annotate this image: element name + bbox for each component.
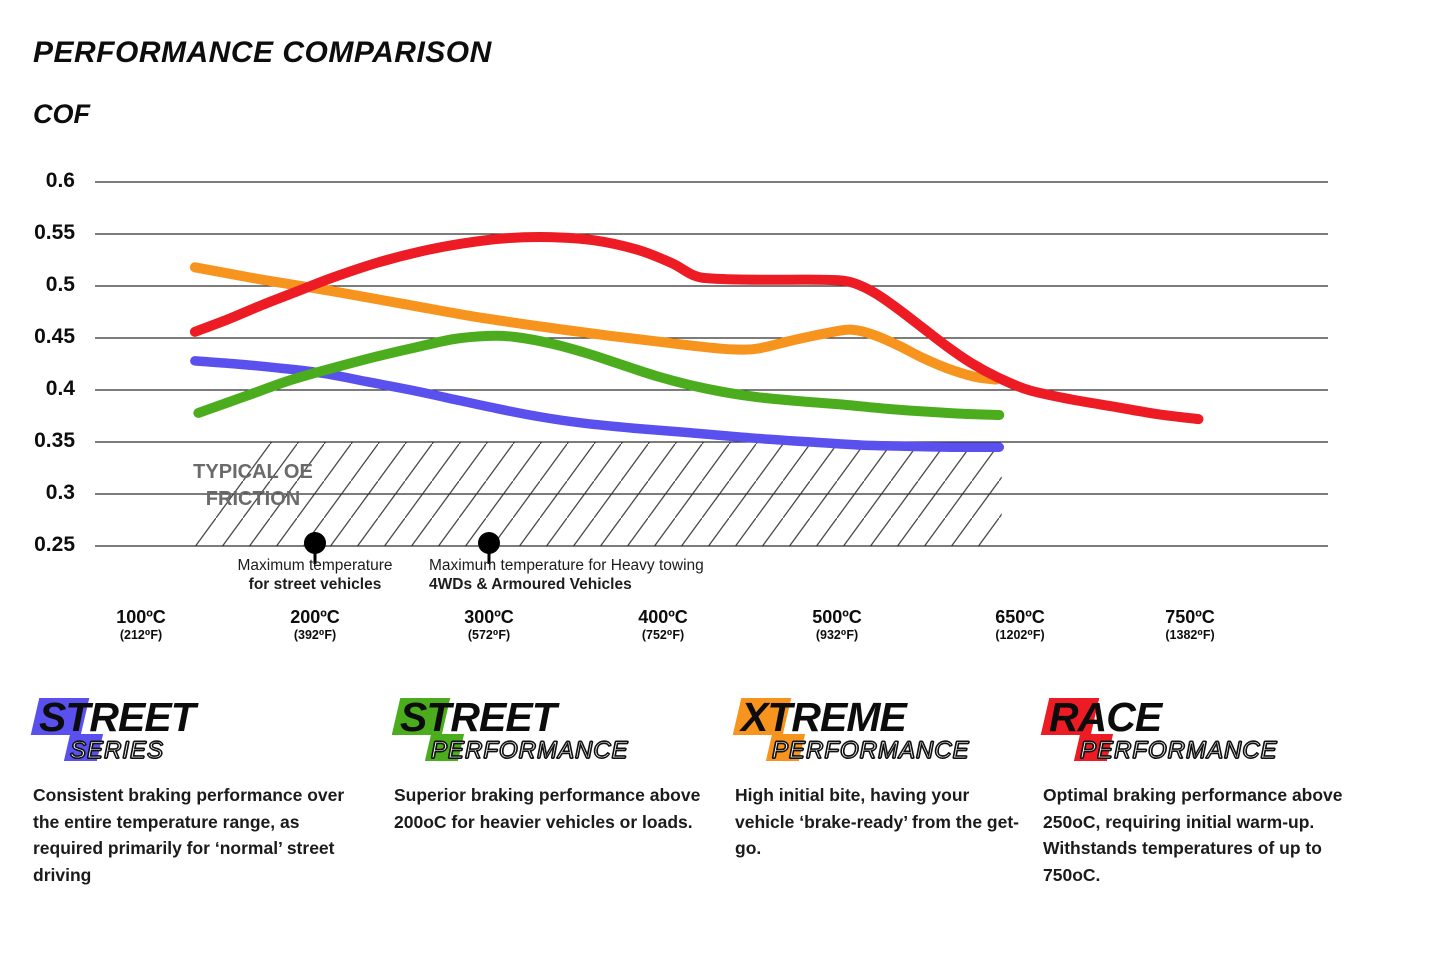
series-line-race-performance: [189, 231, 1204, 425]
celsius: 500ºC: [812, 607, 862, 627]
celsius: 400ºC: [638, 607, 688, 627]
logo-word1-rest: ACE: [1077, 694, 1163, 740]
x-tick-label-650c: 650ºC (1202⁰F): [960, 607, 1080, 643]
y-tick-label: 0.4: [45, 377, 75, 400]
annotation-line: 4WDs & Armoured Vehicles: [429, 576, 632, 593]
annotation-max-temp-street: Maximum temperature for street vehicles: [225, 556, 405, 594]
fahrenheit: (572⁰F): [467, 628, 511, 642]
logo-word2-rest: ERIES: [86, 736, 165, 764]
x-tick-label-750c: 750ºC (1382⁰F): [1130, 607, 1250, 643]
y-tick-label: 0.5: [45, 273, 75, 296]
race-performance-logo: RACE PERFORMANCE: [1040, 694, 1373, 769]
x-tick-label-400c: 400ºC (752⁰F): [603, 607, 723, 643]
typical-oe-friction-label: TYPICAL OE FRICTION: [188, 459, 318, 513]
series-lines: [189, 231, 1204, 453]
celsius: 300ºC: [464, 607, 514, 627]
celsius: 200ºC: [290, 607, 340, 627]
celsius: 650ºC: [995, 607, 1045, 627]
logo-word2-first: P: [1079, 736, 1098, 764]
logo-word1: XTREME: [735, 694, 1020, 740]
x-tick-label-500c: 500ºC (932⁰F): [777, 607, 897, 643]
logo-word2: PERFORMANCE: [430, 736, 724, 764]
legend-xtreme-performance: XTREME PERFORMANCE High initial bite, ha…: [732, 694, 1020, 862]
logo-word1-first: S: [400, 694, 427, 740]
logo-word1-rest: TREET: [65, 694, 195, 740]
annotation-line: for street vehicles: [248, 576, 382, 593]
logo-word2-rest: ERFORMANCE: [447, 736, 629, 764]
logo-word1: RACE: [1043, 694, 1373, 740]
fahrenheit: (1202⁰F): [995, 628, 1045, 642]
annotation-max-temp-heavy-towing: Maximum temperature for Heavy towing 4WD…: [429, 556, 739, 594]
page-title: PERFORMANCE COMPARISON: [33, 36, 492, 69]
fahrenheit: (212⁰F): [119, 628, 163, 642]
cof-line-chart: [95, 181, 1328, 564]
legend-street-performance: STREET PERFORMANCE Superior braking perf…: [391, 694, 724, 835]
legend-race-performance: RACE PERFORMANCE Optimal braking perform…: [1040, 694, 1373, 888]
y-tick-label: 0.45: [34, 325, 75, 348]
legend-description: Optimal braking performance above 250oC,…: [1043, 785, 1343, 885]
street-performance-logo: STREET PERFORMANCE: [391, 694, 724, 769]
logo-word2-first: P: [771, 736, 790, 764]
oe-label-line2: FRICTION: [205, 488, 301, 510]
logo-word2-first: P: [430, 736, 449, 764]
annotation-markers: [304, 532, 500, 564]
logo-word2: SERIES: [69, 736, 368, 764]
y-tick-label: 0.3: [45, 481, 75, 504]
logo-word1: STREET: [394, 694, 724, 740]
logo-word1-rest: TREET: [426, 694, 556, 740]
annotation-line: Maximum temperature: [237, 557, 393, 574]
street-series-logo: STREET SERIES: [30, 694, 368, 769]
marker-dot: [304, 532, 326, 554]
fahrenheit: (392⁰F): [293, 628, 337, 642]
logo-word1-first: X: [741, 694, 768, 740]
x-tick-label-300c: 300ºC (572⁰F): [429, 607, 549, 643]
legend-description: Consistent braking performance over the …: [33, 785, 345, 885]
logo-word1-first: R: [1049, 694, 1079, 740]
logo-word1-first: S: [39, 694, 66, 740]
logo-word2-rest: ERFORMANCE: [1096, 736, 1278, 764]
series-line-street-performance: [193, 330, 1005, 420]
fahrenheit: (752⁰F): [641, 628, 685, 642]
legend-description: High initial bite, having your vehicle ‘…: [735, 785, 1019, 859]
logo-word2-first: S: [69, 736, 88, 764]
x-tick-label-100c: 100ºC (212⁰F): [81, 607, 201, 643]
logo-word1: STREET: [33, 694, 368, 740]
legend-street-series: STREET SERIES Consistent braking perform…: [30, 694, 368, 888]
y-tick-label: 0.25: [34, 533, 75, 556]
logo-word1-rest: TREME: [767, 694, 906, 740]
xtreme-performance-logo: XTREME PERFORMANCE: [732, 694, 1020, 769]
logo-word2: PERFORMANCE: [1079, 736, 1373, 764]
logo-word2-rest: ERFORMANCE: [788, 736, 970, 764]
y-tick-label: 0.35: [34, 429, 75, 452]
fahrenheit: (1382⁰F): [1165, 628, 1215, 642]
y-tick-label: 0.55: [34, 221, 75, 244]
oe-label-line1: TYPICAL OE: [193, 461, 313, 483]
logo-word2: PERFORMANCE: [771, 736, 1020, 764]
annotation-line: Maximum temperature for Heavy towing: [429, 557, 704, 574]
x-tick-label-200c: 200ºC (392⁰F): [255, 607, 375, 643]
fahrenheit: (932⁰F): [815, 628, 859, 642]
celsius: 100ºC: [116, 607, 166, 627]
y-tick-label: 0.6: [45, 169, 75, 192]
legend-description: Superior braking performance above 200oC…: [394, 785, 701, 832]
celsius: 750ºC: [1165, 607, 1215, 627]
series-line-xtreme-performance: [189, 262, 1001, 385]
marker-dot: [478, 532, 500, 554]
y-axis-title: COF: [33, 99, 90, 129]
